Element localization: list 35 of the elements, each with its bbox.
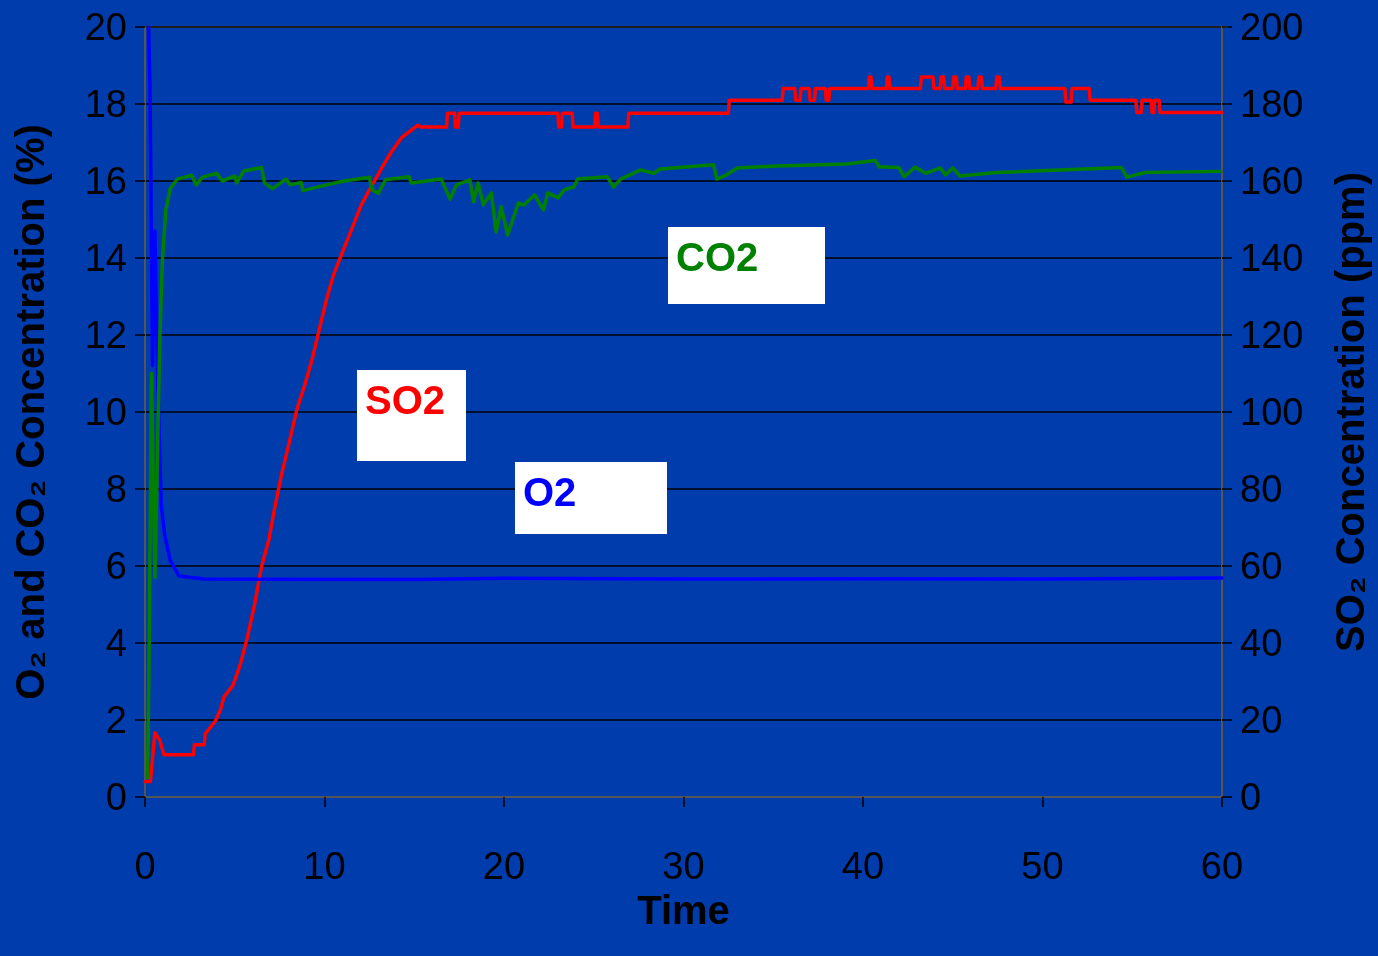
y-tick-label: 16 xyxy=(84,160,127,202)
x-tick-label: 50 xyxy=(1021,845,1064,887)
y2-tick-label: 180 xyxy=(1240,83,1304,125)
series-label: SO2 xyxy=(365,378,446,422)
x-tick-label: 0 xyxy=(134,845,156,887)
y-tick-label: 4 xyxy=(105,622,127,664)
y2-tick-label: 20 xyxy=(1240,699,1283,741)
y2-tick-label: 100 xyxy=(1240,391,1304,433)
x-tick-label: 20 xyxy=(482,845,526,887)
y2-tick-label: 80 xyxy=(1240,468,1283,510)
y2-tick-label: 200 xyxy=(1240,6,1304,48)
y-tick-label: 8 xyxy=(105,468,127,510)
y-tick-label: 14 xyxy=(84,237,127,279)
x-tick-label: 40 xyxy=(841,845,885,887)
x-tick-label: 30 xyxy=(662,845,705,887)
x-tick-label: 60 xyxy=(1200,845,1244,887)
y-axis-title: O₂ and CO₂ Concentration (%) xyxy=(8,124,52,700)
y2-tick-label: 60 xyxy=(1240,545,1283,587)
y2-tick-label: 140 xyxy=(1240,237,1304,279)
y-tick-label: 6 xyxy=(105,545,127,587)
y-tick-label: 10 xyxy=(84,391,127,433)
x-axis-title: Time xyxy=(637,887,730,932)
y-tick-label: 18 xyxy=(84,83,127,125)
y2-tick-label: 0 xyxy=(1240,776,1262,818)
y-tick-label: 20 xyxy=(84,6,127,48)
y-tick-label: 2 xyxy=(105,699,127,741)
series-label: O2 xyxy=(523,470,577,514)
y2-axis-title: SO₂ Concentration (ppm) xyxy=(1328,172,1372,652)
y2-tick-label: 160 xyxy=(1240,160,1304,202)
y2-tick-label: 120 xyxy=(1240,314,1304,356)
x-tick-label: 10 xyxy=(303,845,346,887)
y2-tick-label: 40 xyxy=(1240,622,1283,664)
y-tick-label: 0 xyxy=(105,776,127,818)
y-tick-label: 12 xyxy=(84,314,127,356)
series-label: CO2 xyxy=(676,235,759,279)
